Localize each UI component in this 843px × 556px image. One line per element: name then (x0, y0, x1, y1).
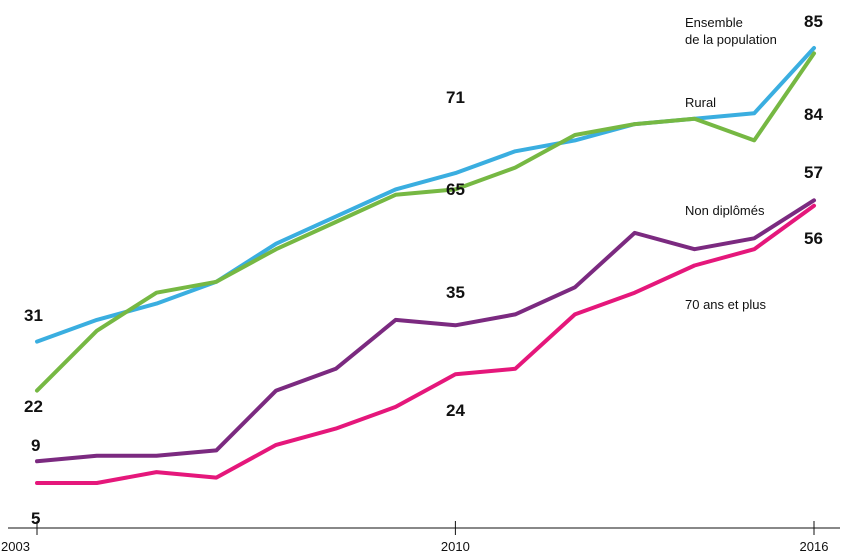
data-point (573, 312, 577, 316)
data-point (633, 122, 637, 126)
x-tick-labels: 2003 2010 2016 (1, 539, 828, 554)
data-point (812, 51, 816, 55)
data-point (812, 204, 816, 208)
data-point (274, 242, 278, 246)
data-point (334, 427, 338, 431)
data-point (453, 171, 457, 175)
data-point (35, 340, 39, 344)
data-label: 84 (804, 105, 823, 124)
data-point (812, 46, 816, 50)
data-point (214, 448, 218, 452)
series-line (35, 51, 816, 393)
data-point (752, 236, 756, 240)
data-point (95, 318, 99, 322)
series-label: Non diplômés (685, 203, 765, 218)
data-point (573, 133, 577, 137)
series-layer (35, 46, 816, 485)
data-point (812, 198, 816, 202)
data-label: 65 (446, 180, 465, 199)
data-point (513, 149, 517, 153)
data-point (394, 405, 398, 409)
data-point (573, 138, 577, 142)
series-line (35, 198, 816, 464)
data-point (155, 454, 159, 458)
data-point (35, 481, 39, 485)
data-point (513, 166, 517, 170)
data-point (394, 187, 398, 191)
data-point (693, 247, 697, 251)
data-point (155, 302, 159, 306)
data-point (274, 389, 278, 393)
data-point (693, 264, 697, 268)
series-label: 70 ans et plus (685, 297, 766, 312)
series-1 (35, 51, 816, 393)
data-point (214, 476, 218, 480)
data-point (334, 220, 338, 224)
data-point (633, 231, 637, 235)
data-point (513, 312, 517, 316)
data-point (453, 323, 457, 327)
data-point (752, 247, 756, 251)
data-point (453, 372, 457, 376)
data-point (35, 389, 39, 393)
data-point (214, 280, 218, 284)
data-point (394, 193, 398, 197)
data-point (693, 117, 697, 121)
data-label: 57 (804, 163, 823, 182)
data-label: 31 (24, 306, 43, 325)
data-point (274, 443, 278, 447)
data-point (35, 459, 39, 463)
data-label: 24 (446, 401, 465, 420)
series-3 (35, 203, 816, 485)
data-label: 9 (31, 436, 40, 455)
data-label: 5 (31, 509, 40, 528)
data-label: 71 (446, 88, 465, 107)
series-labels: Ensemble de la population Rural Non diplômé… (685, 15, 777, 312)
series-label: Ensemble de la population (685, 15, 777, 47)
data-point (633, 291, 637, 295)
x-tick-label: 2010 (441, 539, 470, 554)
data-point (394, 318, 398, 322)
x-tick-label: 2003 (1, 539, 30, 554)
data-point (274, 247, 278, 251)
series-2 (35, 198, 816, 464)
data-point (752, 111, 756, 115)
data-point (155, 291, 159, 295)
data-label: 56 (804, 229, 823, 248)
series-line (35, 203, 816, 485)
series-label: Rural (685, 95, 716, 110)
data-label: 22 (24, 397, 43, 416)
data-point (513, 367, 517, 371)
data-point (334, 367, 338, 371)
data-point (752, 138, 756, 142)
x-axis (8, 521, 840, 535)
data-label: 85 (804, 12, 823, 31)
data-point (95, 329, 99, 333)
data-label: 35 (446, 283, 465, 302)
data-labels: 31 71 85 22 65 84 9 35 57 5 24 56 (24, 12, 823, 528)
x-tick-label: 2016 (800, 539, 829, 554)
data-point (573, 285, 577, 289)
data-point (95, 481, 99, 485)
data-point (95, 454, 99, 458)
data-point (155, 470, 159, 474)
data-point (334, 215, 338, 219)
